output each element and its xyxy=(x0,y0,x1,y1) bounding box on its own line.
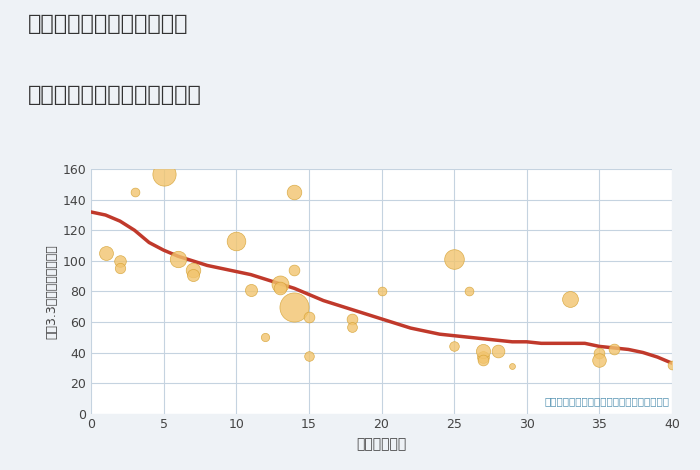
Point xyxy=(608,346,620,353)
Point xyxy=(346,315,358,322)
Point xyxy=(274,280,286,288)
Point xyxy=(100,250,111,257)
Point xyxy=(289,303,300,310)
Point xyxy=(507,362,518,370)
Point xyxy=(594,349,605,356)
Point xyxy=(187,266,198,274)
Text: 奈良県奈良市法蓮佐保山の: 奈良県奈良市法蓮佐保山の xyxy=(28,14,188,34)
Point xyxy=(303,313,314,321)
Point xyxy=(231,237,242,245)
Point xyxy=(449,256,460,263)
Point xyxy=(129,188,140,196)
Point xyxy=(260,334,271,341)
Point xyxy=(463,288,475,295)
Y-axis label: 坪（3.3㎡）単価（万円）: 坪（3.3㎡）単価（万円） xyxy=(45,244,58,339)
Point xyxy=(187,271,198,278)
Point xyxy=(376,288,387,295)
Point xyxy=(289,188,300,196)
Point xyxy=(565,295,576,303)
Point xyxy=(274,284,286,292)
Point xyxy=(289,266,300,274)
Point xyxy=(303,352,314,359)
Point xyxy=(477,347,489,355)
Point xyxy=(477,353,489,361)
Point xyxy=(172,256,183,263)
Point xyxy=(245,286,256,294)
Point xyxy=(114,265,126,272)
X-axis label: 築年数（年）: 築年数（年） xyxy=(356,437,407,451)
Text: 円の大きさは、取引のあった物件面積を示す: 円の大きさは、取引のあった物件面積を示す xyxy=(544,396,669,406)
Point xyxy=(346,323,358,330)
Point xyxy=(114,257,126,265)
Point xyxy=(492,347,503,355)
Point xyxy=(158,170,169,178)
Point xyxy=(449,343,460,350)
Point xyxy=(594,356,605,364)
Text: 築年数別中古マンション価格: 築年数別中古マンション価格 xyxy=(28,85,202,105)
Point xyxy=(666,361,678,368)
Point xyxy=(477,356,489,364)
